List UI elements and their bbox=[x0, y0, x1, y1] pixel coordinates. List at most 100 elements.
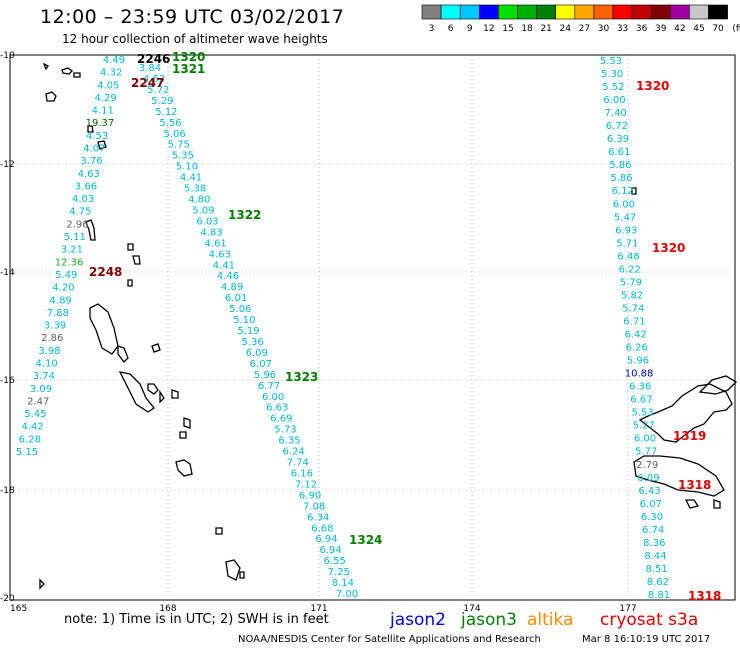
wave-height-value: 6.09 bbox=[246, 348, 268, 359]
wave-height-value: 6.12 bbox=[612, 186, 634, 197]
colorbar-tick-label: 45 bbox=[693, 24, 704, 34]
wave-height-value: 5.77 bbox=[635, 447, 657, 458]
wave-height-value: 2.47 bbox=[27, 396, 49, 407]
coastline bbox=[85, 219, 96, 241]
wave-height-value: 5.71 bbox=[616, 238, 638, 249]
colorbar-tick-label: (ft) bbox=[732, 24, 740, 34]
wave-height-value: 6.90 bbox=[299, 490, 321, 501]
map-title: 12:00 – 23:59 UTC 03/02/2017 bbox=[40, 6, 345, 28]
wave-height-value: 10.88 bbox=[625, 369, 654, 380]
wave-height-value: 6.00 bbox=[634, 434, 656, 445]
coastline bbox=[633, 455, 725, 497]
wave-height-value: 4.61 bbox=[205, 238, 227, 249]
wave-height-value: 6.55 bbox=[324, 556, 346, 567]
satellite-jason3: jason3 bbox=[461, 610, 517, 630]
wave-height-value: 6.94 bbox=[315, 534, 337, 545]
wave-height-value: 5.11 bbox=[64, 232, 86, 243]
wave-height-value: 6.72 bbox=[606, 121, 628, 132]
wave-height-value: 6.03 bbox=[196, 216, 218, 227]
longitude-tick-label: 168 bbox=[159, 604, 176, 614]
wave-height-value: 8.81 bbox=[648, 590, 670, 601]
wave-height-value: 5.47 bbox=[614, 212, 636, 223]
coastline bbox=[132, 255, 141, 265]
wave-height-value: 7.12 bbox=[295, 479, 317, 490]
wave-height-value: 5.15 bbox=[16, 447, 38, 458]
wave-height-value: 3.66 bbox=[75, 181, 97, 192]
satellite-jason2: jason2 bbox=[390, 610, 446, 630]
coastline bbox=[713, 499, 721, 509]
wave-height-value: 5.53 bbox=[631, 408, 653, 419]
satellite-altika: altika bbox=[527, 610, 574, 630]
colorbar-swatch bbox=[612, 4, 633, 20]
wave-height-value: 6.67 bbox=[630, 395, 652, 406]
wave-height-value: 6.48 bbox=[617, 251, 639, 262]
coastline bbox=[87, 125, 94, 133]
track-pass-label: 1322 bbox=[228, 208, 261, 222]
wave-height-value: 5.27 bbox=[633, 421, 655, 432]
track-pass-label: 1319 bbox=[673, 429, 706, 443]
wave-height-value: 4.49 bbox=[103, 55, 125, 66]
colorbar-swatch bbox=[689, 4, 709, 20]
coastline bbox=[127, 243, 134, 251]
wave-height-value: 8.51 bbox=[646, 564, 668, 575]
colorbar-tick-label: 6 bbox=[448, 24, 454, 34]
wave-height-value: 6.09 bbox=[637, 473, 659, 484]
wave-height-value: 6.36 bbox=[629, 382, 651, 393]
latitude-tick-label: -16 bbox=[0, 376, 15, 386]
wave-height-value: 12.36 bbox=[55, 257, 84, 268]
wave-height-value: 5.29 bbox=[151, 96, 173, 107]
wave-height-value: 4.41 bbox=[180, 173, 202, 184]
colorbar-tick-label: 70 bbox=[712, 24, 724, 34]
wave-height-value: 5.09 bbox=[192, 205, 214, 216]
wave-height-value: 6.63 bbox=[266, 403, 288, 414]
coastline bbox=[39, 578, 45, 590]
wave-height-value: 6.07 bbox=[250, 359, 272, 370]
coastline bbox=[698, 375, 738, 395]
wave-height-value: 6.35 bbox=[278, 436, 300, 447]
coastline bbox=[225, 559, 241, 581]
wave-height-value: 7.40 bbox=[605, 108, 627, 119]
generation-timestamp: Mar 8 16:10:19 UTC 2017 bbox=[582, 634, 711, 645]
wave-height-value: 7.00 bbox=[336, 589, 358, 600]
wave-height-value: 7.08 bbox=[303, 501, 325, 512]
coastline bbox=[73, 72, 81, 78]
colorbar-swatch bbox=[440, 4, 461, 20]
colorbar-swatch bbox=[517, 4, 537, 20]
wave-height-value: 4.03 bbox=[72, 194, 94, 205]
colorbar-tick-label: 15 bbox=[502, 24, 513, 34]
wave-height-value: 4.07 bbox=[83, 144, 105, 155]
wave-height-value: 3.98 bbox=[38, 346, 60, 357]
wave-height-value: 4.11 bbox=[92, 106, 114, 117]
wave-height-value: 5.38 bbox=[184, 184, 206, 195]
wave-height-value: 6.34 bbox=[307, 512, 329, 523]
coastline bbox=[45, 91, 57, 102]
wave-height-value: 4.42 bbox=[21, 422, 43, 433]
coastline bbox=[179, 431, 187, 439]
colorbar-tick-label: 33 bbox=[617, 24, 628, 34]
colorbar-swatch bbox=[555, 4, 576, 20]
wave-height-value: 5.10 bbox=[176, 162, 198, 173]
coastline bbox=[239, 571, 245, 579]
wave-height-value: 5.96 bbox=[254, 370, 276, 381]
track-pass-label: 1320 bbox=[652, 241, 685, 255]
satellite-cryosat-s3a: cryosat s3a bbox=[600, 610, 699, 630]
wave-height-value: 4.83 bbox=[200, 227, 222, 238]
wave-height-value: 4.89 bbox=[50, 295, 72, 306]
wave-height-value: 6.94 bbox=[319, 545, 341, 556]
colorbar-swatch bbox=[459, 4, 480, 20]
wave-height-value: 8.14 bbox=[332, 578, 354, 589]
latitude-tick-label: -18 bbox=[0, 486, 15, 496]
wave-height-value: 5.86 bbox=[609, 160, 631, 171]
wave-height-value: 5.49 bbox=[55, 270, 77, 281]
wave-height-value: 5.52 bbox=[602, 82, 624, 93]
wave-height-value: 8.62 bbox=[647, 577, 669, 588]
wave-height-value: 3.84 bbox=[139, 63, 161, 74]
longitude-tick-label: 174 bbox=[463, 604, 480, 614]
wave-height-value: 5.36 bbox=[241, 337, 263, 348]
wave-height-value: 4.63 bbox=[143, 74, 165, 85]
wave-height-value: 7.88 bbox=[47, 308, 69, 319]
wave-height-value: 4.41 bbox=[213, 260, 235, 271]
wave-height-value: 6.16 bbox=[291, 468, 313, 479]
